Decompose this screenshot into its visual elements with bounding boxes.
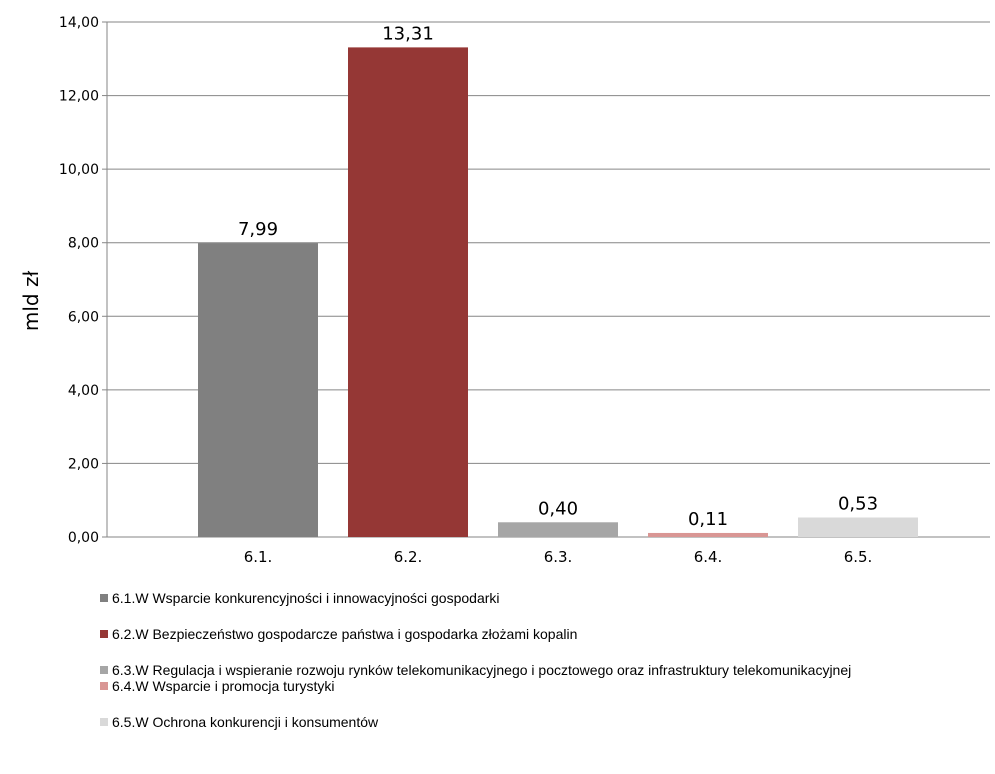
y-tick-label: 4,00: [68, 383, 99, 399]
data-label: 0,40: [538, 498, 578, 519]
legend-item: 6.3.W Regulacja i wspieranie rozwoju ryn…: [100, 662, 960, 678]
legend-swatch: [100, 594, 108, 602]
legend-item: 6.1.W Wsparcie konkurencyjności i innowa…: [100, 590, 960, 606]
bar: [348, 47, 468, 537]
x-tick-label: 6.2.: [394, 548, 423, 566]
legend-item: 6.5.W Ochrona konkurencji i konsumentów: [100, 714, 960, 730]
legend-label: 6.5.W Ochrona konkurencji i konsumentów: [112, 714, 379, 730]
bar: [198, 243, 318, 537]
y-tick-label: 10,00: [59, 162, 99, 178]
bar: [648, 532, 768, 537]
data-label: 0,53: [838, 494, 878, 515]
data-label: 0,11: [688, 509, 728, 530]
data-label: 13,31: [382, 23, 434, 44]
legend-swatch: [100, 718, 108, 726]
legend-item: 6.4.W Wsparcie i promocja turystyki: [100, 678, 960, 694]
y-tick-label: 14,00: [59, 15, 99, 31]
bar: [498, 522, 618, 537]
y-axis-title: mld zł: [19, 271, 43, 332]
bar: [798, 517, 918, 537]
y-tick-label: 12,00: [59, 89, 99, 105]
legend-swatch: [100, 630, 108, 638]
legend-swatch: [100, 666, 108, 674]
legend-label: 6.3.W Regulacja i wspieranie rozwoju ryn…: [112, 662, 852, 678]
legend-item: 6.2.W Bezpieczeństwo gospodarcze państwa…: [100, 626, 960, 642]
y-tick-label: 0,00: [68, 530, 99, 546]
legend-label: 6.1.W Wsparcie konkurencyjności i innowa…: [112, 590, 500, 606]
x-tick-label: 6.4.: [694, 548, 723, 566]
y-tick-label: 2,00: [68, 456, 99, 472]
x-axis-ticks: 6.1. 6.2. 6.3. 6.4. 6.5.: [244, 548, 873, 566]
data-label: 7,99: [238, 219, 278, 240]
bar-chart: 0,00 2,00 4,00 6,00 8,00 10,00 12,00 14,00 6.1.…: [19, 15, 990, 566]
legend-label: 6.4.W Wsparcie i promocja turystyki: [112, 678, 335, 694]
x-tick-label: 6.5.: [844, 548, 873, 566]
y-tick-label: 6,00: [68, 309, 99, 325]
legend-label: 6.2.W Bezpieczeństwo gospodarcze państwa…: [112, 626, 578, 642]
data-labels: 7,99 13,31 0,40 0,11 0,53: [238, 23, 878, 530]
y-axis-ticks: 0,00 2,00 4,00 6,00 8,00 10,00 12,00 14,00: [59, 15, 107, 546]
legend: 6.1.W Wsparcie konkurencyjności i innowa…: [100, 590, 960, 750]
x-tick-label: 6.1.: [244, 548, 273, 566]
y-tick-label: 8,00: [68, 236, 99, 252]
bars: [198, 47, 918, 537]
x-tick-label: 6.3.: [544, 548, 573, 566]
legend-swatch: [100, 682, 108, 690]
